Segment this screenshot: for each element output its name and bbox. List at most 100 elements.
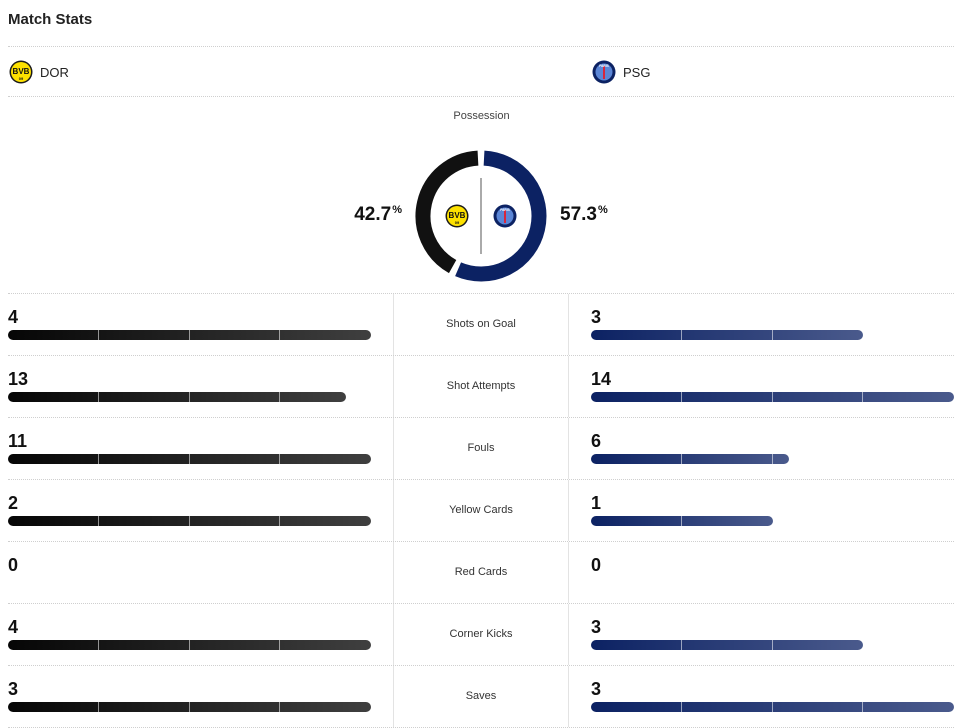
away-stat-bar — [591, 516, 773, 526]
bvb-logo-icon: BVB 09 — [9, 60, 33, 84]
bar-tick — [189, 516, 190, 526]
bvb-logo-icon: BVB 09 — [445, 204, 469, 228]
bar-tick — [681, 330, 682, 340]
away-team-abbr: PSG — [623, 64, 651, 80]
bar-tick — [772, 330, 773, 340]
svg-text:09: 09 — [455, 220, 460, 225]
bar-tick — [862, 392, 863, 402]
bar-tick — [279, 392, 280, 402]
column-divider — [568, 418, 569, 479]
stat-row: 4 Shots on Goal 3 — [8, 294, 954, 356]
stat-label: Shot Attempts — [446, 380, 516, 392]
away-stat-value: 1 — [591, 493, 602, 513]
bar-tick — [279, 516, 280, 526]
away-stat-value: 0 — [591, 555, 602, 575]
stat-label: Red Cards — [454, 566, 508, 578]
column-divider — [568, 480, 569, 541]
home-stat-value: 4 — [8, 617, 19, 637]
column-divider — [568, 542, 569, 603]
bar-tick — [279, 330, 280, 340]
column-divider — [393, 418, 394, 479]
column-divider — [393, 666, 394, 727]
psg-logo-icon: PARIS — [592, 60, 616, 84]
column-divider — [568, 666, 569, 727]
home-stat-value: 3 — [8, 679, 19, 699]
bar-tick — [189, 640, 190, 650]
bar-tick — [189, 702, 190, 712]
away-stat-bar — [591, 702, 954, 712]
stat-row: 2 Yellow Cards 1 — [8, 480, 954, 542]
column-divider — [393, 604, 394, 665]
bar-tick — [279, 454, 280, 464]
divider — [8, 96, 954, 97]
stat-row: 4 Corner Kicks 3 — [8, 604, 954, 666]
home-stat-bar — [8, 702, 371, 712]
home-stat-value: 11 — [8, 431, 28, 451]
home-team-abbr: DOR — [40, 64, 69, 80]
bar-tick — [681, 516, 682, 526]
column-divider — [393, 356, 394, 417]
stat-label: Corner Kicks — [449, 628, 513, 640]
away-stat-bar — [591, 454, 789, 464]
page-title: Match Stats — [8, 11, 93, 28]
stat-label: Shots on Goal — [446, 318, 516, 330]
stat-row: 13 Shot Attempts 14 — [8, 356, 954, 418]
stat-label: Fouls — [467, 442, 495, 454]
bar-tick — [279, 640, 280, 650]
bar-tick — [98, 702, 99, 712]
home-stat-bar — [8, 640, 371, 650]
home-stat-value: 4 — [8, 307, 19, 327]
home-possession-arc — [415, 150, 479, 274]
bar-tick — [189, 392, 190, 402]
home-stat-value: 0 — [8, 555, 19, 575]
bar-tick — [772, 392, 773, 402]
bar-tick — [98, 392, 99, 402]
column-divider — [568, 356, 569, 417]
bar-tick — [279, 702, 280, 712]
bar-tick — [772, 640, 773, 650]
bar-tick — [681, 702, 682, 712]
column-divider — [393, 294, 394, 355]
possession-donut: BVB 09 PARIS — [415, 150, 547, 282]
away-stat-bar — [591, 392, 954, 402]
stat-label: Saves — [465, 690, 497, 702]
stat-row: 11 Fouls 6 — [8, 418, 954, 480]
home-stat-bar — [8, 392, 346, 402]
bar-tick — [189, 454, 190, 464]
bar-tick — [98, 516, 99, 526]
column-divider — [393, 542, 394, 603]
away-stat-value: 14 — [591, 369, 612, 389]
home-stat-bar — [8, 330, 371, 340]
home-stat-value: 13 — [8, 369, 29, 389]
away-stat-bar — [591, 640, 863, 650]
home-team: BVB 09 DOR — [9, 60, 69, 84]
svg-text:BVB: BVB — [13, 67, 30, 76]
bar-tick — [681, 640, 682, 650]
bar-tick — [862, 702, 863, 712]
possession-label: Possession — [453, 110, 510, 122]
stat-label: Yellow Cards — [449, 504, 513, 516]
away-stat-value: 3 — [591, 307, 602, 327]
home-stat-value: 2 — [8, 493, 19, 513]
home-stat-bar — [8, 454, 371, 464]
away-possession-arc — [455, 150, 547, 282]
away-stat-value: 3 — [591, 617, 602, 637]
bar-tick — [681, 454, 682, 464]
svg-text:PARIS: PARIS — [500, 208, 510, 212]
bar-tick — [98, 330, 99, 340]
stats-table: 4 Shots on Goal 3 13 Shot Attempts 14 11 Fouls 6… — [8, 293, 954, 728]
column-divider — [568, 294, 569, 355]
bar-tick — [98, 640, 99, 650]
svg-text:BVB: BVB — [449, 211, 466, 220]
home-stat-bar — [8, 516, 371, 526]
bar-tick — [189, 330, 190, 340]
home-possession-value: 42.7% — [354, 204, 402, 225]
stat-row: 3 Saves 3 — [8, 666, 954, 728]
bar-tick — [772, 454, 773, 464]
away-team: PARIS PSG — [592, 60, 650, 84]
away-possession-value: 57.3% — [560, 204, 608, 225]
bar-tick — [772, 702, 773, 712]
bar-tick — [681, 392, 682, 402]
psg-logo-icon: PARIS — [493, 204, 517, 228]
away-stat-value: 6 — [591, 431, 602, 451]
